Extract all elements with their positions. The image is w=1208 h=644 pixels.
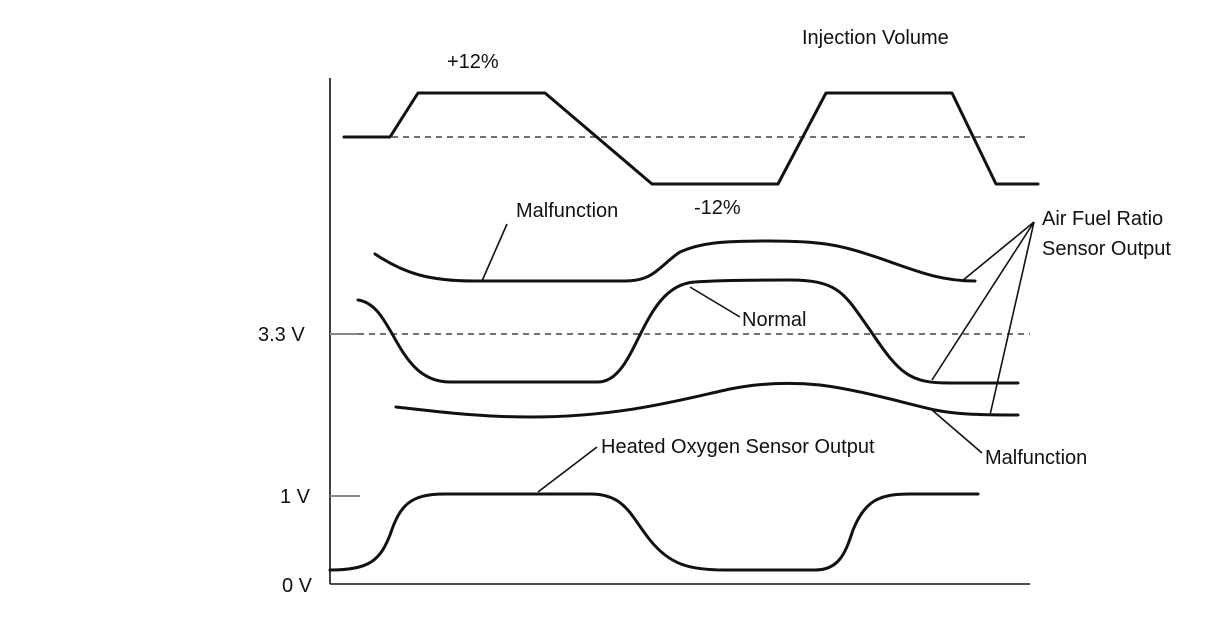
tick-label-1v: 1 V — [280, 486, 311, 508]
injection-volume-waveform — [342, 91, 1040, 186]
heated-oxygen-sensor-curve — [328, 492, 980, 572]
label-normal: Normal — [742, 309, 806, 331]
leader-af-to-upper-curve — [961, 221, 1035, 282]
af-sensor-malfunction-lower-curve — [394, 381, 1020, 419]
label-air-fuel-ratio-line1: Air Fuel Ratio — [1042, 208, 1163, 230]
label-minus-12: -12% — [694, 197, 741, 219]
af-sensor-malfunction-upper-curve — [373, 239, 977, 283]
label-malfunction-upper: Malfunction — [516, 200, 618, 222]
label-heated-oxygen: Heated Oxygen Sensor Output — [601, 436, 875, 458]
label-air-fuel-ratio-line2: Sensor Output — [1042, 238, 1171, 260]
leader-normal — [689, 286, 741, 318]
leader-heated-oxygen — [537, 446, 598, 493]
af-sensor-normal-curve — [356, 278, 1020, 385]
label-malfunction-lower: Malfunction — [985, 447, 1087, 469]
label-injection-volume: Injection Volume — [802, 27, 949, 49]
leader-af-to-normal-curve — [931, 221, 1035, 381]
tick-label-3-3v: 3.3 V — [258, 324, 305, 346]
tick-label-0v: 0 V — [282, 575, 313, 597]
leader-malfunction-lower — [931, 409, 983, 454]
leader-malfunction-upper — [481, 223, 508, 282]
leader-af-to-lower-curve — [989, 221, 1035, 416]
label-plus-12: +12% — [447, 51, 499, 73]
